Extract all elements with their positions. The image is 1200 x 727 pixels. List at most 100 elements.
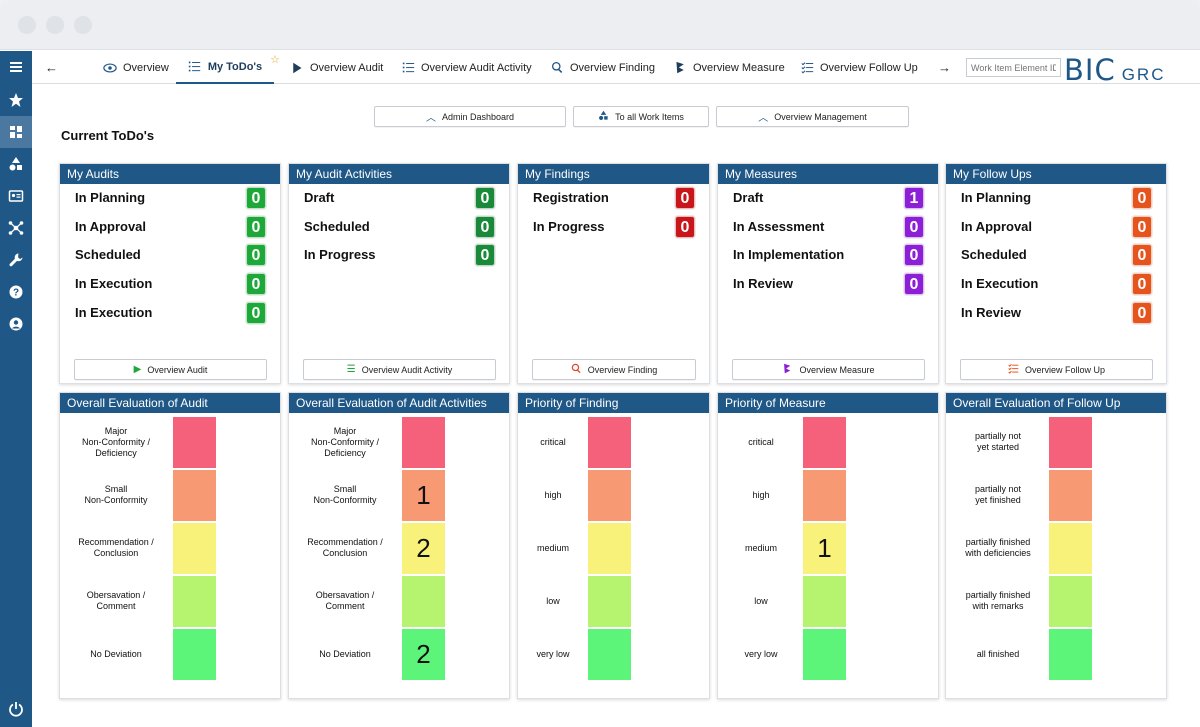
svg-text:?: ? — [13, 288, 19, 299]
count-badge[interactable]: 0 — [1132, 273, 1152, 295]
shapes-icon[interactable] — [0, 148, 32, 180]
evaluation-level-box[interactable] — [1049, 523, 1092, 574]
count-badge[interactable]: 1 — [904, 187, 924, 209]
status-row[interactable]: In Assessment 0 — [718, 215, 938, 239]
count-badge[interactable]: 0 — [246, 244, 266, 266]
wrench-icon[interactable] — [0, 244, 32, 276]
count-badge[interactable]: 0 — [1132, 302, 1152, 324]
evaluation-level-box[interactable]: 1 — [803, 523, 846, 574]
menu-icon[interactable] — [0, 51, 32, 83]
status-row[interactable]: Registration 0 — [518, 186, 709, 210]
count-badge[interactable]: 0 — [675, 187, 695, 209]
overview-follow-up-button[interactable]: Overview Follow Up — [960, 359, 1153, 380]
overview-audit-activity-button[interactable]: ☰ Overview Audit Activity — [303, 359, 496, 380]
status-row[interactable]: Draft 1 — [718, 186, 938, 210]
evaluation-level-box[interactable] — [1049, 629, 1092, 680]
count-badge[interactable]: 0 — [246, 273, 266, 295]
evaluation-level-box[interactable] — [588, 629, 631, 680]
evaluation-level-box[interactable] — [402, 576, 445, 627]
status-row[interactable]: In Execution 0 — [60, 272, 280, 296]
evaluation-level-box[interactable] — [173, 629, 216, 680]
count-badge[interactable]: 0 — [904, 216, 924, 238]
count-badge[interactable]: 0 — [904, 244, 924, 266]
tab-overview-follow-up[interactable]: Overview Follow Up — [800, 51, 918, 84]
count-badge[interactable]: 0 — [675, 216, 695, 238]
evaluation-level-box[interactable] — [1049, 417, 1092, 468]
count-badge[interactable]: 0 — [1132, 216, 1152, 238]
evaluation-level-box[interactable] — [588, 576, 631, 627]
count-badge[interactable]: 0 — [246, 187, 266, 209]
tab-overview-measure[interactable]: Overview Measure — [673, 51, 785, 84]
evaluation-level-box[interactable] — [803, 417, 846, 468]
status-row[interactable]: In Review 0 — [946, 301, 1166, 325]
status-row[interactable]: In Planning 0 — [946, 186, 1166, 210]
tab-overview[interactable]: Overview — [103, 51, 169, 84]
tab-overview-audit-activity[interactable]: Overview Audit Activity — [401, 51, 532, 84]
evaluation-level-box[interactable] — [803, 470, 846, 521]
evaluation-level-box[interactable] — [588, 417, 631, 468]
forward-arrow-icon[interactable]: → — [938, 60, 951, 75]
evaluation-level-label: partially not yet started — [974, 431, 1022, 452]
star-icon[interactable] — [0, 84, 32, 116]
status-row[interactable]: In Approval 0 — [60, 215, 280, 239]
status-row[interactable]: In Execution 0 — [60, 301, 280, 325]
id-card-icon[interactable] — [0, 180, 32, 212]
evaluation-level-box[interactable] — [803, 629, 846, 680]
help-icon[interactable]: ? — [0, 276, 32, 308]
count-badge[interactable]: 0 — [1132, 187, 1152, 209]
count-badge[interactable]: 0 — [475, 187, 495, 209]
evaluation-level-box[interactable] — [402, 417, 445, 468]
evaluation-level-box[interactable]: 2 — [402, 523, 445, 574]
tab-label: Overview Follow Up — [820, 61, 918, 74]
evaluation-level-box[interactable] — [173, 576, 216, 627]
user-icon[interactable] — [0, 308, 32, 340]
count-badge[interactable]: 0 — [475, 216, 495, 238]
evaluation-level-box[interactable] — [173, 470, 216, 521]
count-badge[interactable]: 0 — [904, 273, 924, 295]
window-control-maximize[interactable] — [74, 16, 92, 34]
evaluation-level-box[interactable]: 2 — [402, 629, 445, 680]
evaluation-level-box[interactable] — [588, 470, 631, 521]
status-row[interactable]: In Implementation 0 — [718, 243, 938, 267]
network-icon[interactable] — [0, 212, 32, 244]
window-control-close[interactable] — [18, 16, 36, 34]
favorite-star-icon[interactable]: ☆ — [270, 54, 280, 66]
work-item-id-input[interactable] — [966, 58, 1061, 77]
status-row[interactable]: Draft 0 — [289, 186, 509, 210]
tab-overview-audit[interactable]: Overview Audit — [290, 51, 383, 84]
status-row[interactable]: In Progress 0 — [289, 243, 509, 267]
evaluation-level-box[interactable] — [173, 523, 216, 574]
tab-my-todos[interactable]: My ToDo's ☆ — [176, 51, 280, 84]
status-row[interactable]: Scheduled 0 — [289, 215, 509, 239]
tab-overview-finding[interactable]: Overview Finding — [550, 51, 655, 84]
status-row[interactable]: In Execution 0 — [946, 272, 1166, 296]
evaluation-level-box[interactable] — [1049, 576, 1092, 627]
window-control-minimize[interactable] — [46, 16, 64, 34]
overview-finding-button[interactable]: Overview Finding — [532, 359, 696, 380]
evaluation-level-box[interactable] — [173, 417, 216, 468]
status-row[interactable]: Scheduled 0 — [60, 243, 280, 267]
back-arrow-icon[interactable]: ← — [45, 60, 58, 75]
count-badge[interactable]: 0 — [246, 216, 266, 238]
dashboard-icon[interactable] — [0, 116, 32, 148]
status-row[interactable]: In Review 0 — [718, 272, 938, 296]
overview-management-button[interactable]: ︿ Overview Management — [716, 106, 909, 127]
to-all-work-items-button[interactable]: To all Work Items — [573, 106, 709, 127]
evaluation-level-box[interactable] — [588, 523, 631, 574]
count-badge[interactable]: 0 — [246, 302, 266, 324]
status-row[interactable]: In Planning 0 — [60, 186, 280, 210]
evaluation-level-box[interactable]: 1 — [402, 470, 445, 521]
logo-main-text: BIC — [1064, 53, 1116, 87]
admin-dashboard-button[interactable]: ︿ Admin Dashboard — [374, 106, 566, 127]
status-row[interactable]: In Progress 0 — [518, 215, 709, 239]
evaluation-level-box[interactable] — [803, 576, 846, 627]
overview-audit-button[interactable]: ▶ Overview Audit — [74, 359, 267, 380]
status-row[interactable]: In Approval 0 — [946, 215, 1166, 239]
status-row[interactable]: Scheduled 0 — [946, 243, 1166, 267]
evaluation-level-label: all finished — [976, 648, 1020, 659]
overview-measure-button[interactable]: Overview Measure — [732, 359, 925, 380]
evaluation-level-box[interactable] — [1049, 470, 1092, 521]
count-badge[interactable]: 0 — [1132, 244, 1152, 266]
power-icon[interactable] — [0, 693, 32, 725]
count-badge[interactable]: 0 — [475, 244, 495, 266]
